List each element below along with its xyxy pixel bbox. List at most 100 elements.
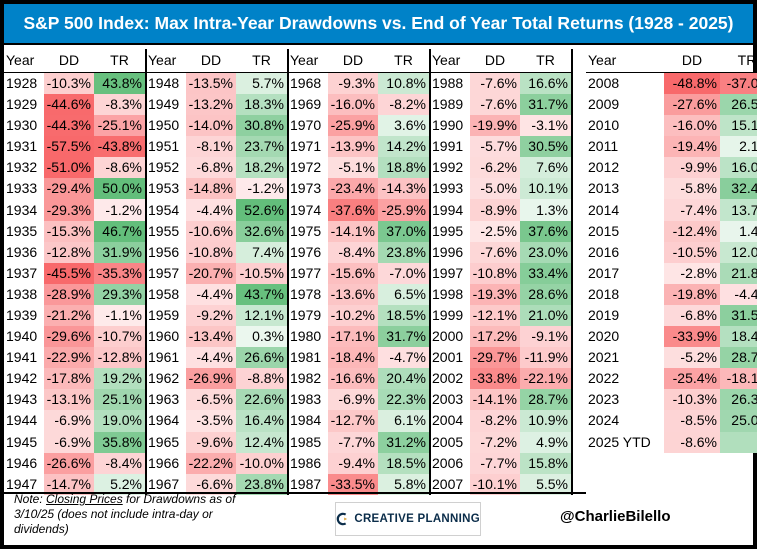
table-row: 1974 -37.6% -25.9% bbox=[288, 199, 431, 221]
header-dd: DD bbox=[186, 49, 236, 73]
drawdown-cell: -16.0% bbox=[664, 115, 720, 137]
table-row: 1987 -33.5% 5.8% bbox=[288, 473, 431, 495]
drawdown-cell: -19.8% bbox=[664, 283, 720, 305]
year-cell: 1974 bbox=[290, 201, 322, 218]
year-cell: 2001 bbox=[432, 349, 464, 366]
year-cell: 2023 bbox=[588, 391, 620, 408]
header-dd: DD bbox=[664, 49, 720, 73]
table-row: 1972 -5.1% 18.8% bbox=[288, 157, 431, 179]
total-return-cell: -1.2% bbox=[236, 178, 289, 200]
year-cell: 2008 bbox=[588, 75, 620, 91]
table-row: 1955 -10.6% 32.6% bbox=[146, 220, 289, 242]
year-cell: 1994 bbox=[432, 201, 464, 218]
year-cell: 1956 bbox=[148, 243, 180, 260]
drawdown-cell: -9.3% bbox=[328, 72, 378, 94]
year-cell: 2007 bbox=[432, 475, 464, 492]
table-row: 1983 -6.9% 22.3% bbox=[288, 389, 431, 411]
drawdown-cell: -14.1% bbox=[328, 220, 378, 242]
drawdown-cell: -8.6% bbox=[664, 431, 720, 453]
total-return-cell: 19.0% bbox=[94, 410, 147, 432]
note-prefix: Note: bbox=[14, 492, 47, 506]
total-return-cell: 28.7% bbox=[720, 347, 757, 369]
table-row: 1947 -14.7% 5.2% bbox=[4, 473, 147, 495]
total-return-cell: 18.8% bbox=[378, 157, 431, 179]
table-row: 1935 -15.3% 46.7% bbox=[4, 220, 147, 242]
table-row: 2024 -8.5%25.0% bbox=[586, 410, 757, 432]
drawdown-cell: -5.7% bbox=[470, 136, 520, 158]
year-cell: 1971 bbox=[290, 138, 322, 155]
table-row: 1975 -14.1% 37.0% bbox=[288, 220, 431, 242]
year-cell: 1998 bbox=[432, 285, 464, 302]
year-cell: 2002 bbox=[432, 370, 464, 387]
drawdown-cell: -6.9% bbox=[44, 410, 94, 432]
total-return-cell: 23.8% bbox=[378, 241, 431, 263]
table-row: 1946 -26.6% -8.4% bbox=[4, 452, 147, 474]
total-return-cell: -7.0% bbox=[378, 262, 431, 284]
year-cell: 2016 bbox=[588, 243, 620, 260]
year-cell: 2025 YTD bbox=[588, 433, 651, 450]
table-row: 2003 -14.1% 28.7% bbox=[430, 389, 573, 411]
table-row: 2008 -48.8%-37.0% bbox=[586, 72, 757, 94]
table-row: 1951 -8.1% 23.7% bbox=[146, 136, 289, 158]
table-row: 1968 -9.3% 10.8% bbox=[288, 72, 431, 94]
total-return-cell: -8.8% bbox=[236, 368, 289, 390]
drawdown-cell: -6.8% bbox=[664, 304, 720, 327]
table-row: 1977 -15.6% -7.0% bbox=[288, 262, 431, 284]
drawdown-cell: -15.3% bbox=[44, 220, 94, 242]
total-return-cell: 1.3% bbox=[520, 199, 573, 221]
table-row: 1967 -6.6% 23.8% bbox=[146, 473, 289, 495]
drawdown-cell: -44.3% bbox=[44, 115, 94, 137]
year-cell: 1948 bbox=[148, 75, 180, 91]
total-return-cell: -3.1% bbox=[520, 115, 573, 137]
year-cell: 2013 bbox=[588, 180, 620, 197]
total-return-cell: 16.0% bbox=[720, 157, 757, 179]
table-row: 2007 -10.1% 5.5% bbox=[430, 473, 573, 495]
year-cell: 1981 bbox=[290, 349, 322, 366]
year-cell: 1936 bbox=[6, 243, 38, 260]
table-row: 1948 -13.5% 5.7% bbox=[146, 72, 289, 94]
year-cell: 1961 bbox=[148, 349, 180, 366]
drawdown-cell: -29.3% bbox=[44, 199, 94, 221]
table-row: 1945 -6.9% 35.8% bbox=[4, 431, 147, 453]
total-return-cell: 5.2% bbox=[94, 473, 147, 495]
table-row: 1994 -8.9% 1.3% bbox=[430, 199, 573, 221]
table-row: 1928 -10.3% 43.8% bbox=[4, 72, 147, 94]
table-row: 1986 -9.4% 18.5% bbox=[288, 452, 431, 474]
total-return-cell: 5.8% bbox=[378, 473, 431, 495]
table-row: 1970 -25.9% 3.6% bbox=[288, 115, 431, 137]
year-cell: 1975 bbox=[290, 222, 322, 239]
total-return-cell: -9.1% bbox=[520, 326, 573, 348]
total-return-cell: -10.7% bbox=[94, 326, 147, 348]
table-row: 1973 -23.4% -14.3% bbox=[288, 178, 431, 200]
author-handle: @CharlieBilello bbox=[560, 508, 671, 525]
total-return-cell: 37.0% bbox=[378, 220, 431, 242]
drawdown-cell: -23.4% bbox=[328, 178, 378, 200]
drawdown-cell: -5.2% bbox=[664, 347, 720, 369]
drawdown-cell: -8.2% bbox=[470, 410, 520, 432]
page-title: S&P 500 Index: Max Intra-Year Drawdowns … bbox=[4, 4, 753, 45]
total-return-cell: -8.4% bbox=[94, 452, 147, 474]
total-return-cell: 28.6% bbox=[520, 283, 573, 305]
year-cell: 1986 bbox=[290, 454, 322, 471]
table-column-group: Year DD TR 1928 -10.3% 43.8% 1929 -44.6% -8.3% 19… bbox=[4, 49, 147, 495]
drawdown-cell: -3.5% bbox=[186, 410, 236, 432]
drawdown-cell: -7.6% bbox=[470, 241, 520, 263]
total-return-cell: 2.1% bbox=[720, 136, 757, 158]
year-cell: 2005 bbox=[432, 433, 464, 450]
table-row: 1931 -57.5% -43.8% bbox=[4, 136, 147, 158]
year-cell: 1992 bbox=[432, 159, 464, 176]
table-row: 1939 -21.2% -1.1% bbox=[4, 304, 147, 327]
year-cell: 1958 bbox=[148, 285, 180, 302]
table-row: 1940 -29.6% -10.7% bbox=[4, 326, 147, 348]
year-cell: 1937 bbox=[6, 264, 38, 281]
year-cell: 1942 bbox=[6, 370, 38, 387]
total-return-cell: -37.0% bbox=[720, 72, 757, 94]
total-return-cell: 0.3% bbox=[236, 326, 289, 348]
drawdown-cell: -13.5% bbox=[186, 72, 236, 94]
drawdown-cell: -7.4% bbox=[664, 199, 720, 221]
table-row: 2023 -10.3%26.3% bbox=[586, 389, 757, 411]
drawdown-cell: -5.0% bbox=[470, 178, 520, 200]
total-return-cell: 7.6% bbox=[520, 157, 573, 179]
total-return-cell: 18.4% bbox=[720, 326, 757, 348]
total-return-cell: 35.8% bbox=[94, 431, 147, 453]
